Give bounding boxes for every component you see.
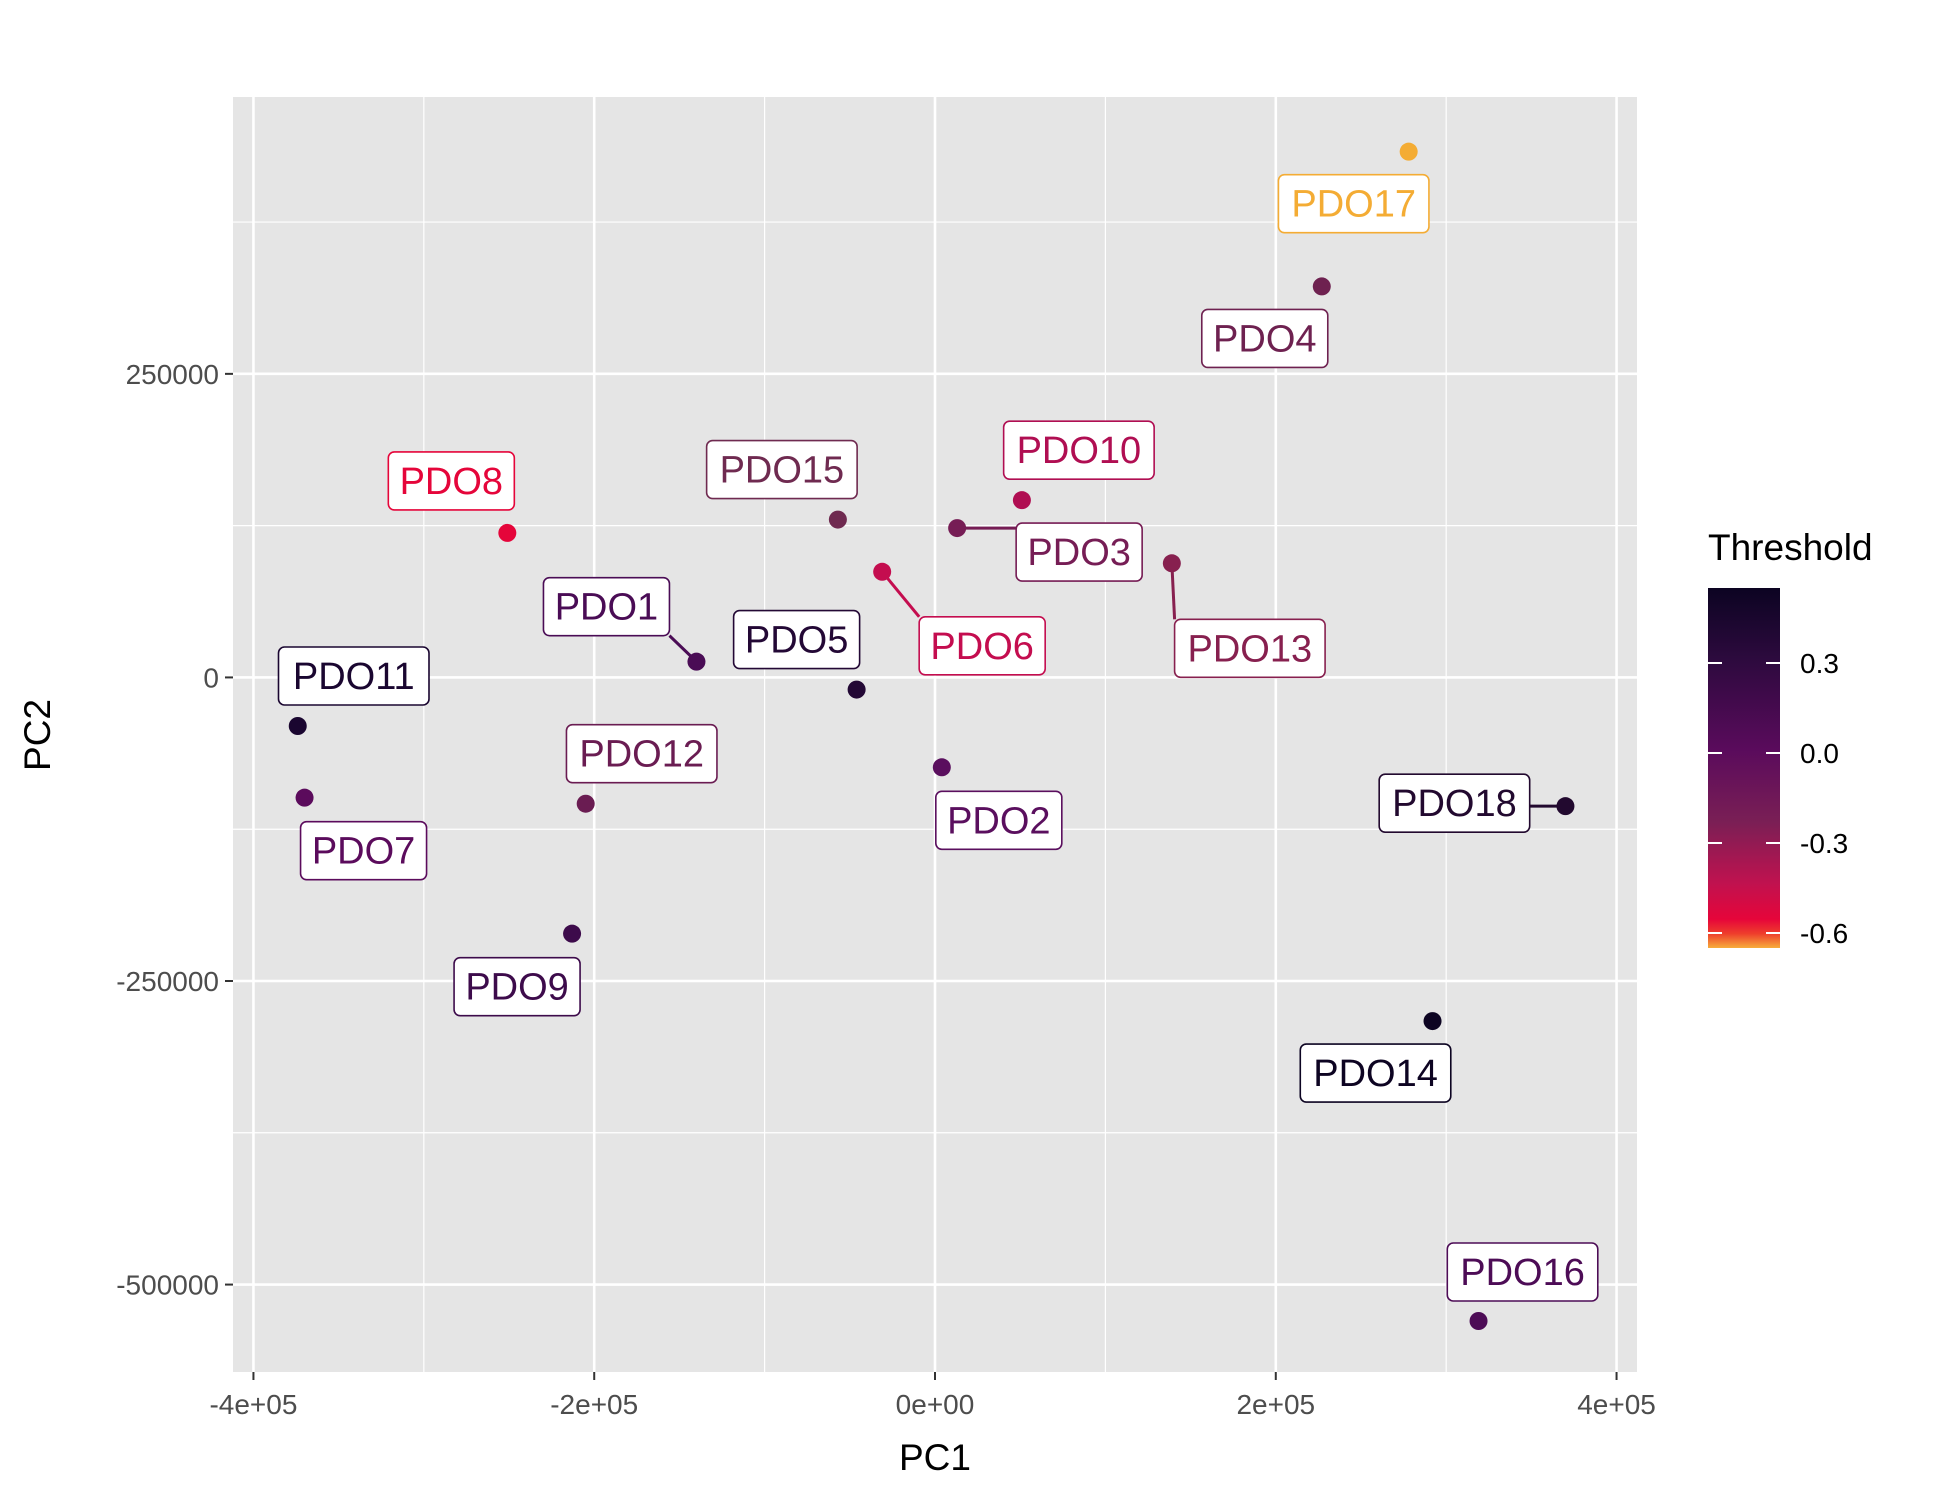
data-point (687, 652, 706, 671)
x-tick-label: -4e+05 (209, 1389, 297, 1420)
point-label-text: PDO16 (1460, 1252, 1585, 1294)
data-point (828, 510, 847, 529)
point-label-box (732, 609, 861, 670)
data-point (1012, 491, 1031, 510)
legend-title: Threshold (1708, 527, 1873, 568)
data-point (948, 519, 967, 538)
point-label-text: PDO18 (1392, 783, 1517, 825)
point-label-text: PDO14 (1313, 1053, 1438, 1095)
point-label-text: PDO4 (1213, 318, 1316, 360)
point-label: PDO4 (1200, 308, 1329, 369)
data-point (1312, 277, 1331, 296)
data-point (1556, 797, 1575, 816)
point-label-text: PDO2 (947, 800, 1050, 842)
label-connectors (668, 526, 1566, 808)
data-point (1423, 1012, 1442, 1031)
data-point (288, 717, 307, 735)
y-tick-label: 0 (203, 662, 219, 693)
point-label-box (542, 576, 671, 637)
point-label-text: PDO5 (745, 620, 848, 662)
x-tick-label: -2e+05 (550, 1389, 638, 1420)
point-label-box (1015, 522, 1143, 582)
point-label-text: PDO12 (579, 734, 704, 776)
point-label: PDO7 (299, 820, 428, 881)
point-label: PDO2 (935, 790, 1063, 851)
point-label-box (1277, 173, 1430, 234)
data-point (498, 523, 517, 542)
point-label-box (387, 451, 516, 511)
point-label: PDO9 (453, 956, 581, 1017)
x-tick-label: 4e+05 (1577, 1389, 1656, 1420)
legend-tick-label: 0.0 (1800, 738, 1839, 769)
legend-ticks: 0.3 0.0 -0.3 -0.6 (1708, 648, 1848, 949)
point-label: PDO18 (1378, 773, 1531, 833)
point-label: PDO5 (732, 609, 861, 670)
point-label: PDO14 (1299, 1043, 1452, 1103)
y-tick-label: -250000 (116, 966, 219, 997)
point-label: PDO12 (565, 723, 718, 784)
point-label-box (1002, 420, 1155, 480)
data-point (873, 562, 892, 581)
x-axis-title: PC1 (899, 1437, 971, 1478)
axes: -4e+05 -2e+05 0e+00 2e+05 4e+05 250000 0 -25000… (116, 359, 1656, 1420)
point-label-box (453, 956, 581, 1017)
point-label-box (918, 615, 1046, 676)
point-label-box (1200, 308, 1329, 369)
point-label-text: PDO17 (1291, 184, 1416, 226)
point-label: PDO15 (705, 439, 858, 500)
point-label: PDO16 (1446, 1242, 1599, 1302)
point-label-text: PDO10 (1017, 430, 1142, 472)
data-point (847, 680, 866, 699)
x-tick-label: 2e+05 (1236, 1389, 1315, 1420)
y-axis-title: PC2 (17, 699, 58, 771)
legend-tick-label: -0.6 (1800, 918, 1848, 949)
legend-tick-label: -0.3 (1800, 828, 1848, 859)
legend-tick-label: 0.3 (1800, 648, 1839, 679)
point-label-text: PDO9 (465, 967, 568, 1009)
point-label-box (1378, 773, 1531, 833)
point-label: PDO11 (277, 646, 430, 706)
point-label-box (277, 646, 430, 706)
data-point (1399, 142, 1418, 161)
point-label: PDO8 (387, 451, 516, 511)
point-label: PDO17 (1277, 173, 1430, 234)
point-label: PDO13 (1173, 618, 1326, 679)
point-label-box (1446, 1242, 1599, 1302)
point-labels: PDO1 PDO2 PDO3 PDO4 PDO5 PDO6 PDO7 PDO8 PDO9 PDO1… (277, 173, 1599, 1302)
point-label: PDO1 (542, 576, 671, 637)
point-label: PDO6 (918, 615, 1046, 676)
data-point (295, 788, 314, 807)
point-label-text: PDO6 (930, 626, 1033, 668)
point-label: PDO10 (1002, 420, 1155, 480)
legend-colorbar (1708, 588, 1780, 948)
point-label-box (1173, 618, 1326, 679)
data-point (576, 794, 595, 813)
legend: Threshold 0.3 0.0 -0.3 -0.6 (1708, 527, 1873, 949)
y-tick-label: 250000 (126, 359, 219, 390)
data-points (288, 142, 1575, 1330)
label-connector (881, 570, 921, 618)
point-label-text: PDO13 (1188, 628, 1313, 670)
point-label-text: PDO8 (400, 461, 503, 503)
data-point (1469, 1312, 1488, 1330)
point-label-box (705, 439, 858, 500)
point-label-box (565, 723, 718, 784)
data-point (563, 924, 582, 943)
point-label-box (935, 790, 1063, 851)
y-tick-label: -500000 (116, 1270, 219, 1301)
point-label-box (1299, 1043, 1452, 1103)
point-label-text: PDO3 (1027, 532, 1130, 574)
point-label: PDO3 (1015, 522, 1143, 582)
data-point (932, 758, 951, 777)
point-label-text: PDO7 (312, 831, 415, 873)
x-tick-label: 0e+00 (896, 1389, 975, 1420)
point-label-text: PDO1 (555, 587, 658, 629)
data-point (1162, 554, 1181, 573)
point-label-text: PDO15 (720, 450, 845, 492)
point-label-box (299, 820, 428, 881)
point-label-text: PDO11 (293, 656, 415, 698)
label-connector (1170, 563, 1177, 620)
